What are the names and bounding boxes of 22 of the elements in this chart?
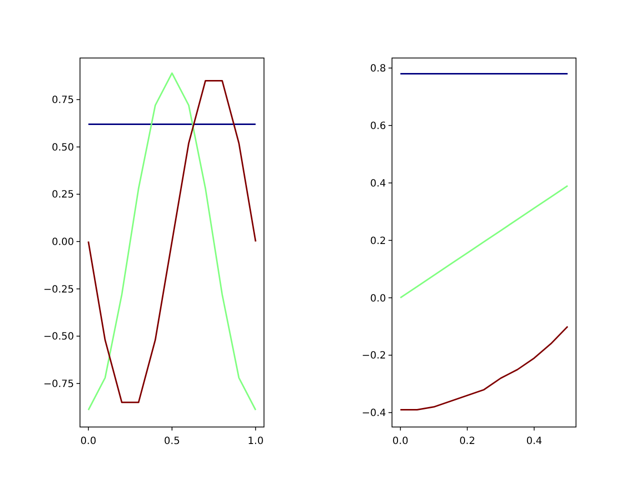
x-tick-label: 0.0 xyxy=(80,436,96,447)
line-series xyxy=(400,326,568,411)
y-tick-label: −0.2 xyxy=(362,350,386,362)
y-tick-label: 0.6 xyxy=(370,120,386,132)
y-tick-label: 0.50 xyxy=(52,142,74,154)
y-tick-label: −0.4 xyxy=(362,408,386,420)
y-tick-label: 0.0 xyxy=(370,293,386,304)
line-series xyxy=(400,185,568,299)
x-tick-label: 0.0 xyxy=(392,436,408,447)
x-tick-label: 0.5 xyxy=(164,436,180,447)
y-tick-label: −0.75 xyxy=(43,378,74,390)
y-tick-label: 0.8 xyxy=(370,64,386,75)
y-tick-label: 0.25 xyxy=(52,190,74,201)
x-tick-label: 0.2 xyxy=(459,436,476,447)
y-tick-label: −0.25 xyxy=(43,284,74,296)
y-tick-label: 0.2 xyxy=(370,236,386,247)
x-tick-label: 1.0 xyxy=(248,436,264,447)
y-tick-label: −0.50 xyxy=(43,332,74,343)
y-tick-label: 0.00 xyxy=(52,237,74,248)
x-tick-label: 0.4 xyxy=(526,436,542,447)
y-tick-label: 0.75 xyxy=(52,95,74,106)
y-tick-label: 0.4 xyxy=(370,178,386,190)
